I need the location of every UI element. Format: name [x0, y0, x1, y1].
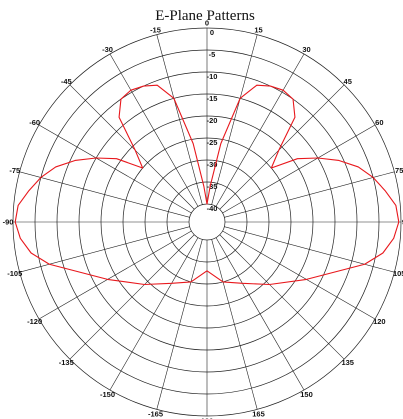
grid-spoke [224, 226, 395, 273]
angle-tick-label: 135 [341, 358, 354, 367]
angle-tick-label: -105 [7, 269, 22, 278]
grid-spoke [38, 230, 192, 320]
grid-spoke [19, 226, 190, 273]
radial-tick-label: -40 [207, 204, 218, 213]
angle-labels: 0153045607590105120135150165180-165-150-… [3, 19, 403, 419]
pattern-trace-layer [14, 84, 400, 286]
angle-tick-label: 120 [373, 317, 386, 326]
chart-title: E-Plane Patterns [155, 8, 255, 24]
radial-tick-label: -15 [207, 94, 218, 103]
radial-tick-label: 0 [210, 28, 214, 37]
grid-spoke [109, 237, 199, 391]
angle-tick-label: 0 [205, 19, 209, 28]
angle-tick-label: -75 [9, 166, 20, 175]
angle-tick-label: 45 [344, 77, 352, 86]
grid-spoke [222, 230, 376, 320]
angle-tick-label: -135 [59, 358, 74, 367]
pattern-trace [14, 84, 400, 286]
angle-tick-label: 75 [395, 166, 403, 175]
radial-tick-label: -35 [207, 182, 218, 191]
grid-spoke [156, 34, 203, 205]
angle-tick-label: 180 [201, 417, 214, 419]
grid-spoke [215, 237, 305, 391]
grid-spoke [69, 84, 195, 210]
grid-spoke [222, 124, 376, 214]
grid-spoke [109, 53, 199, 207]
angle-tick-label: -15 [150, 25, 161, 34]
radial-tick-label: -5 [209, 50, 216, 59]
grid-spoke [19, 171, 190, 218]
angle-tick-label: -45 [61, 77, 72, 86]
grid-spoke [156, 239, 203, 410]
angle-tick-label: 105 [393, 269, 403, 278]
angle-tick-label: -120 [27, 317, 42, 326]
angle-tick-label: -60 [29, 118, 40, 127]
angle-tick-label: -30 [102, 45, 113, 54]
grid-spoke [211, 239, 258, 410]
angle-tick-label: 165 [252, 410, 265, 419]
grid-spoke [211, 34, 258, 205]
grid-spoke [38, 124, 192, 214]
grid-spoke [219, 234, 345, 360]
radial-tick-label: -25 [207, 138, 218, 147]
angle-tick-label: 30 [302, 45, 310, 54]
radial-tick-label: -20 [207, 116, 218, 125]
grid-spoke [219, 84, 345, 210]
angle-tick-label: 60 [375, 118, 383, 127]
radial-tick-label: -10 [207, 72, 218, 81]
angle-tick-label: 90 [402, 218, 403, 227]
grid-spokes [13, 28, 401, 416]
radial-tick-label: -30 [207, 160, 218, 169]
angle-tick-label: 150 [300, 390, 313, 399]
radial-labels: 0 -5 -10 -15 -20 -25 -30 -35 -40 [207, 28, 218, 213]
angle-tick-label: -150 [100, 390, 115, 399]
angle-tick-label: -90 [3, 218, 14, 227]
grid-spoke [215, 53, 305, 207]
angle-tick-label: -165 [148, 410, 163, 419]
grid-spoke [69, 234, 195, 360]
angle-tick-label: 15 [254, 25, 262, 34]
grid-spoke [224, 171, 395, 218]
